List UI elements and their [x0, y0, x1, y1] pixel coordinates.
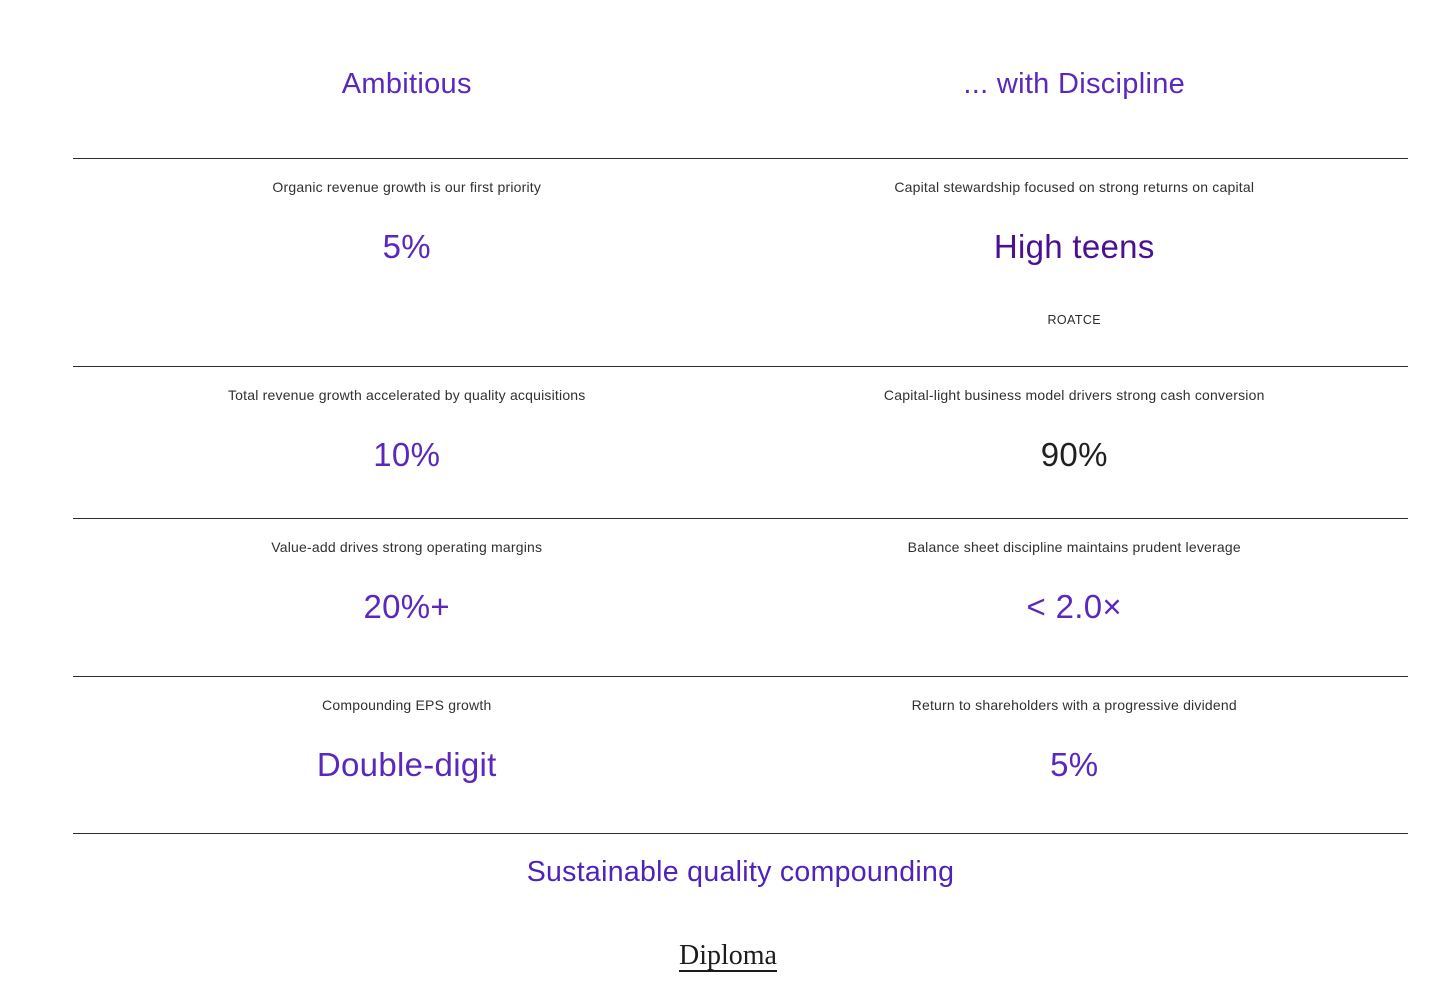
metric-label: Return to shareholders with a progressiv… — [911, 697, 1237, 713]
metric-cell-operating-margins: Value-add drives strong operating margin… — [73, 519, 741, 676]
metric-value: 5% — [382, 228, 431, 265]
metric-label: Organic revenue growth is our first prio… — [272, 179, 542, 195]
metric-cell-organic-growth: Organic revenue growth is our first prio… — [73, 159, 741, 366]
metric-row-revenue-and-returns: Organic revenue growth is our first prio… — [73, 158, 1408, 366]
metric-label: Capital stewardship focused on strong re… — [894, 179, 1255, 195]
metric-value: Double-digit — [316, 746, 497, 783]
tagline: Sustainable quality compounding — [526, 856, 955, 888]
metric-cell-total-revenue-growth: Total revenue growth accelerated by qual… — [73, 367, 741, 518]
metric-value: 10% — [373, 436, 441, 473]
slide-content: Ambitious ... with Discipline Organic re… — [73, 0, 1408, 889]
metric-row-eps-and-dividend: Compounding EPS growth Double-digit Retu… — [73, 676, 1408, 833]
metric-value: 5% — [1050, 746, 1099, 783]
metric-value: < 2.0× — [1026, 588, 1122, 625]
column-headers: Ambitious ... with Discipline — [73, 0, 1408, 158]
metric-value: 20%+ — [363, 588, 451, 625]
metric-cell-leverage: Balance sheet discipline maintains prude… — [741, 519, 1409, 676]
metric-cell-capital-stewardship: Capital stewardship focused on strong re… — [741, 159, 1409, 366]
brand-link[interactable]: Diploma — [679, 940, 777, 971]
metric-label: Value-add drives strong operating margin… — [271, 539, 543, 555]
metric-label: Balance sheet discipline maintains prude… — [907, 539, 1241, 555]
metric-subvalue: ROATCE — [1047, 313, 1102, 327]
metric-label: Compounding EPS growth — [322, 697, 492, 713]
metric-row-margins-and-leverage: Value-add drives strong operating margin… — [73, 518, 1408, 676]
metric-value: 90% — [1040, 436, 1108, 473]
metric-cell-cash-conversion: Capital-light business model drivers str… — [741, 367, 1409, 518]
metric-value: High teens — [993, 228, 1155, 265]
metric-label: Capital-light business model drivers str… — [883, 387, 1265, 403]
metric-cell-eps-growth: Compounding EPS growth Double-digit — [73, 677, 741, 833]
metric-row-total-growth-and-cash: Total revenue growth accelerated by qual… — [73, 366, 1408, 518]
metric-cell-dividend: Return to shareholders with a progressiv… — [741, 677, 1409, 833]
brand-row: Diploma — [0, 940, 1456, 972]
heading-with-discipline: ... with Discipline — [963, 68, 1186, 100]
metric-label: Total revenue growth accelerated by qual… — [227, 387, 586, 403]
tagline-band: Sustainable quality compounding — [73, 833, 1408, 889]
heading-ambitious: Ambitious — [341, 68, 472, 100]
